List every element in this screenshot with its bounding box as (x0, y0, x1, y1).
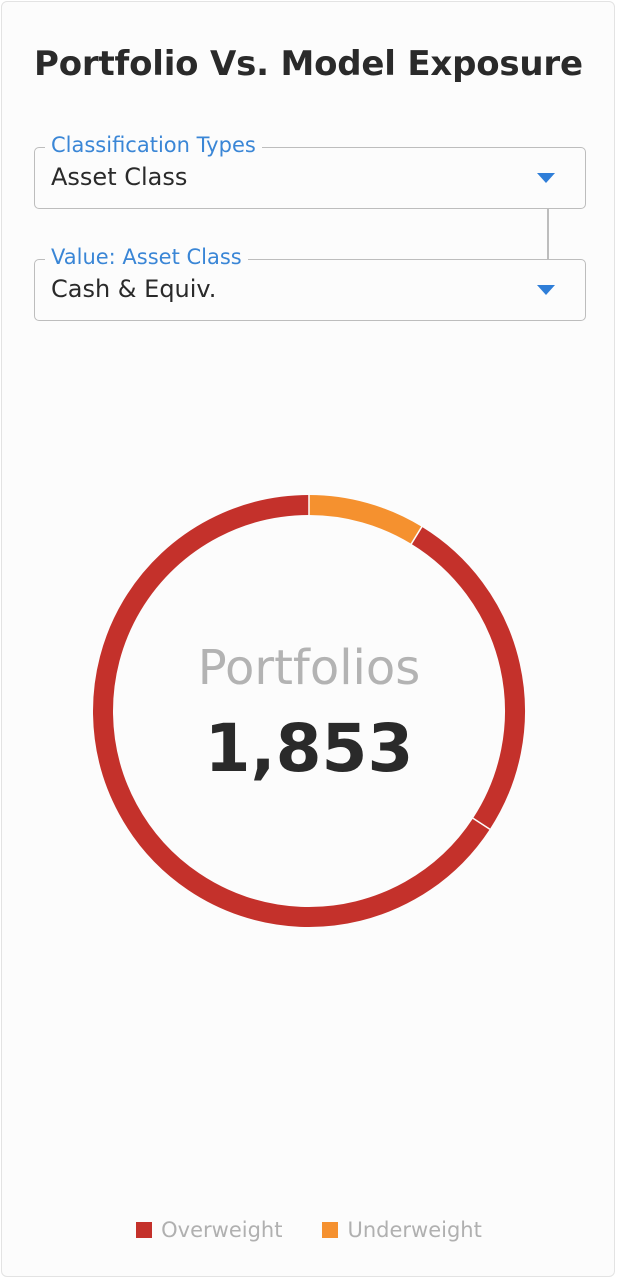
classification-types-value: Asset Class (51, 163, 188, 191)
donut-center-label: Portfolios (197, 640, 421, 696)
donut-segment-overweight-1[interactable] (411, 526, 525, 830)
page-title: Portfolio Vs. Model Exposure (34, 44, 583, 84)
donut-center-value: 1,853 (204, 710, 414, 787)
legend-label: Overweight (161, 1218, 283, 1242)
legend-swatch (136, 1222, 153, 1238)
donut-segment-underweight-0[interactable] (308, 495, 422, 544)
classification-types-label: Classification Types (45, 133, 262, 157)
donut-segment-separator (471, 817, 492, 831)
donut-segment-separator (410, 525, 423, 546)
legend-item-overweight[interactable]: Overweight (136, 1218, 282, 1242)
chevron-down-icon[interactable] (537, 173, 555, 183)
classification-types-select[interactable]: Classification Types Asset Class (34, 133, 586, 209)
legend-swatch (322, 1222, 339, 1238)
legend-item-underweight[interactable]: Underweight (322, 1218, 482, 1242)
chevron-down-icon[interactable] (537, 285, 555, 295)
legend-label: Underweight (347, 1218, 482, 1242)
asset-class-value-label: Value: Asset Class (45, 245, 248, 269)
asset-class-value: Cash & Equiv. (51, 275, 217, 303)
donut-segment-overweight-2[interactable] (93, 495, 490, 927)
asset-class-value-select[interactable]: Value: Asset Class Cash & Equiv. (34, 245, 586, 321)
filter-connector-line (547, 208, 549, 260)
chart-legend: Overweight Underweight (0, 1218, 618, 1242)
